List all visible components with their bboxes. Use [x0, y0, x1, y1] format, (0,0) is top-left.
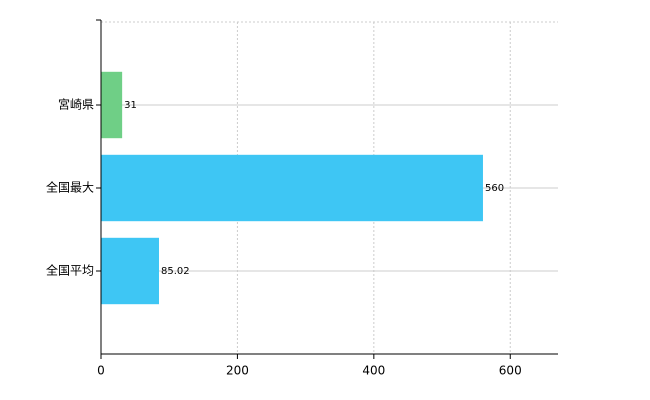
value-label: 31: [124, 100, 137, 111]
x-tick-label: 400: [362, 364, 385, 378]
y-tick-label: 全国平均: [46, 263, 94, 278]
x-tick-label: 0: [97, 364, 105, 378]
value-label: 560: [485, 183, 504, 194]
x-tick-label: 600: [499, 364, 522, 378]
y-tick-label: 宮崎県: [58, 97, 94, 112]
value-label: 85.02: [161, 266, 190, 277]
bar: [101, 154, 483, 222]
bar: [101, 71, 123, 139]
bar: [101, 237, 159, 305]
x-tick-label: 200: [226, 364, 249, 378]
y-tick-label: 全国最大: [46, 180, 94, 195]
